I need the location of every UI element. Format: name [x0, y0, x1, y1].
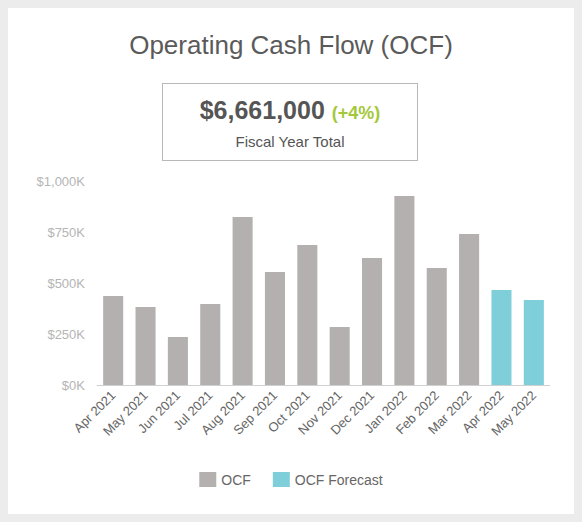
- svg-text:Apr 2021: Apr 2021: [70, 387, 119, 436]
- svg-text:Apr 2022: Apr 2022: [458, 387, 507, 436]
- svg-text:May 2022: May 2022: [488, 388, 539, 439]
- svg-text:$1,000K: $1,000K: [37, 174, 86, 189]
- svg-text:Oct 2021: Oct 2021: [264, 387, 313, 436]
- svg-text:Jul 2021: Jul 2021: [170, 387, 216, 433]
- svg-text:Jun 2021: Jun 2021: [134, 387, 184, 437]
- svg-text:OCF: OCF: [221, 472, 251, 488]
- svg-text:Jan 2022: Jan 2022: [361, 387, 410, 437]
- svg-text:Feb 2022: Feb 2022: [392, 387, 443, 438]
- html-text:Fiscal Year Total: Fiscal Year Total: [235, 133, 345, 150]
- svg-text:$500K: $500K: [47, 276, 85, 291]
- html-text:$6,661,000 (+4%): $6,661,000 (+4%): [199, 96, 381, 124]
- svg-text:Aug 2021: Aug 2021: [198, 387, 248, 438]
- svg-text:$0K: $0K: [62, 378, 85, 393]
- svg-text:Nov 2021: Nov 2021: [295, 387, 345, 438]
- svg-text:Dec 2021: Dec 2021: [327, 387, 378, 438]
- html-text:Operating Cash Flow (OCF): Operating Cash Flow (OCF): [129, 30, 453, 60]
- svg-text:OCF Forecast: OCF Forecast: [295, 472, 383, 488]
- svg-text:Mar 2022: Mar 2022: [425, 387, 475, 438]
- svg-text:May 2021: May 2021: [99, 387, 151, 439]
- svg-text:$250K: $250K: [47, 327, 85, 342]
- svg-text:$750K: $750K: [47, 225, 85, 240]
- svg-text:Sep 2021: Sep 2021: [230, 387, 281, 438]
